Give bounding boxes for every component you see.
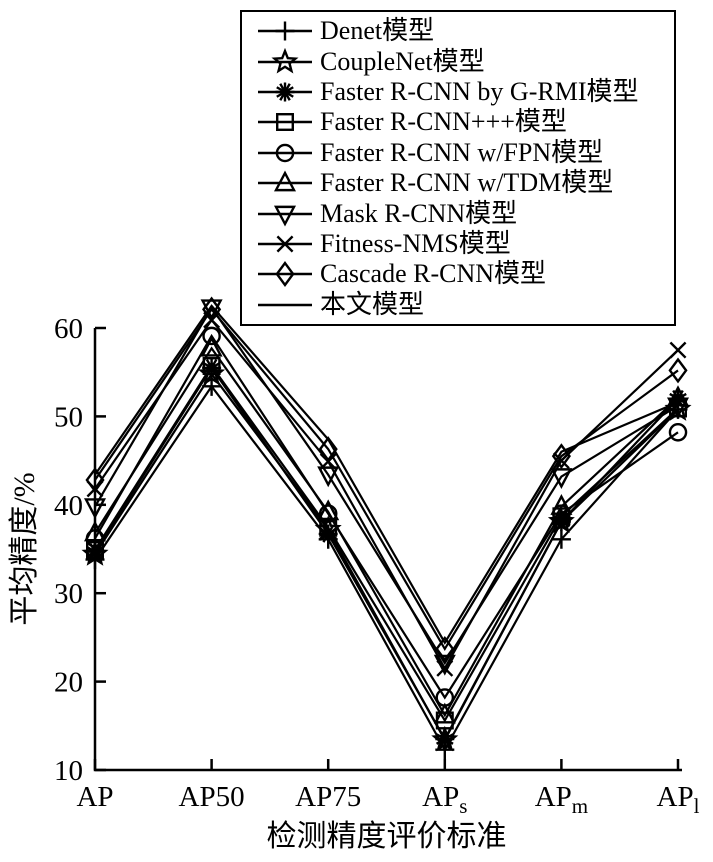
legend-item: Faster R-CNN w/FPN模型 — [254, 138, 668, 168]
legend: Denet模型 CoupleNet模型 Faster R-CNN by G-RMI模… — [240, 10, 676, 326]
legend-marker-sample — [258, 143, 312, 163]
legend-item: Fitness-NMS模型 — [254, 229, 668, 259]
legend-item: CoupleNet模型 — [254, 47, 668, 77]
diamond-marker-icon — [435, 635, 455, 662]
diamond-marker-icon — [668, 357, 688, 384]
diamond-marker-icon — [275, 261, 295, 288]
legend-item: Denet模型 — [254, 16, 668, 46]
series-line-5 — [94, 346, 679, 718]
legend-item: Faster R-CNN+++模型 — [254, 107, 668, 137]
triangle-down-marker-icon — [83, 498, 107, 520]
legend-marker-sample — [258, 82, 312, 102]
triangle-down-marker-icon — [666, 397, 690, 419]
series-markers-8 — [85, 296, 688, 662]
triangle-up-marker-icon — [317, 499, 340, 521]
legend-marker-sample — [258, 303, 312, 306]
plus-marker-icon — [275, 21, 295, 41]
x-axis-title: 检测精度评价标准 — [267, 820, 507, 853]
legend-marker-sample — [258, 205, 312, 227]
series-line-8 — [94, 307, 679, 652]
triangle-up-marker-icon — [83, 520, 107, 542]
asterisk-marker-icon — [435, 729, 455, 749]
x-marker-icon — [276, 235, 294, 253]
legend-item: Cascade R-CNN模型 — [254, 259, 668, 289]
y-tick-label: 30 — [54, 578, 83, 610]
asterisk-marker-icon — [85, 542, 105, 562]
x-tick-label: APm — [535, 781, 588, 818]
triangle-down-marker-icon — [550, 468, 573, 490]
series-markers-4 — [85, 326, 688, 707]
legend-marker-sample — [258, 235, 312, 253]
series-line-6 — [94, 305, 679, 666]
legend-item: Faster R-CNN w/TDM模型 — [254, 168, 668, 198]
series-markers-1 — [81, 359, 692, 752]
plus-marker-icon — [551, 529, 571, 549]
y-tick-label: 40 — [54, 490, 83, 522]
x-marker-icon — [436, 659, 454, 677]
legend-label: Faster R-CNN+++模型 — [320, 107, 567, 137]
legend-item: Faster R-CNN by G-RMI模型 — [254, 77, 668, 107]
legend-label: Mask R-CNN模型 — [320, 198, 518, 228]
legend-item: Mask R-CNN模型 — [254, 199, 668, 229]
series-line-0 — [94, 384, 679, 752]
y-axis-title: 平均精度/% — [8, 472, 41, 625]
triangle-down-marker-icon — [317, 466, 340, 488]
legend-label: Faster R-CNN by G-RMI模型 — [320, 77, 639, 107]
circle-marker-icon — [202, 326, 221, 346]
x-tick-label: AP — [76, 781, 113, 813]
legend-label: Faster R-CNN w/FPN模型 — [320, 137, 604, 167]
series-line-9 — [94, 304, 679, 645]
series-markers-5 — [83, 335, 690, 724]
legend-label: CoupleNet模型 — [320, 46, 485, 76]
legend-label: 本文模型 — [320, 289, 425, 319]
x-tick-label: APs — [422, 781, 467, 818]
triangle-up-marker-icon — [433, 702, 456, 724]
x-tick-label: AP75 — [295, 781, 361, 813]
triangle-up-marker-icon — [550, 494, 573, 515]
square-marker-icon — [276, 113, 294, 132]
circle-marker-icon — [275, 143, 295, 163]
circle-marker-icon — [318, 504, 338, 523]
square-marker-icon — [202, 357, 221, 376]
legend-label: Cascade R-CNN模型 — [320, 259, 547, 289]
triangle-up-marker-icon — [666, 385, 690, 407]
series-markers-2 — [85, 358, 688, 749]
asterisk-marker-icon — [318, 524, 338, 544]
y-tick-label: 60 — [54, 313, 83, 345]
y-tick-label: 50 — [54, 401, 83, 433]
legend-marker-sample — [258, 21, 312, 41]
triangle-down-marker-icon — [273, 205, 297, 227]
y-tick-label: 20 — [54, 667, 83, 699]
diamond-marker-icon — [85, 467, 105, 493]
triangle-down-marker-icon — [200, 299, 223, 321]
legend-marker-sample — [258, 170, 312, 192]
series-line-2 — [94, 365, 679, 742]
series-line-4 — [94, 333, 679, 700]
circle-marker-icon — [668, 423, 688, 442]
y-tick-label: 10 — [54, 755, 83, 787]
x-tick-label: APl — [657, 781, 700, 818]
legend-label: Fitness-NMS模型 — [320, 228, 511, 258]
asterisk-marker-icon — [275, 82, 295, 102]
legend-marker-sample — [258, 113, 312, 132]
square-marker-icon — [86, 540, 104, 559]
diamond-marker-icon — [551, 443, 571, 470]
x-tick-label: AP50 — [179, 781, 245, 813]
legend-label: Faster R-CNN w/TDM模型 — [320, 168, 614, 198]
legend-label: Denet模型 — [320, 16, 435, 46]
diamond-marker-icon — [318, 436, 338, 463]
diamond-marker-icon — [202, 296, 222, 323]
legend-marker-sample — [258, 261, 312, 288]
star-marker-icon — [271, 47, 299, 74]
series-line-3 — [94, 364, 679, 723]
triangle-up-marker-icon — [273, 170, 297, 192]
legend-item: 本文模型 — [254, 290, 668, 320]
legend-marker-sample — [258, 47, 312, 74]
triangle-up-marker-icon — [200, 335, 223, 357]
x-marker-icon — [669, 341, 687, 359]
